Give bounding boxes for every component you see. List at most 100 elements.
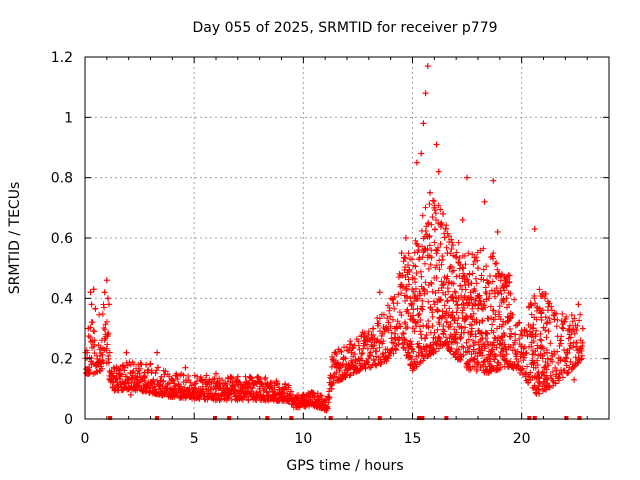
data-point — [419, 254, 426, 261]
data-point — [434, 244, 441, 251]
data-point — [399, 284, 406, 291]
data-point — [386, 307, 393, 314]
data-point — [446, 305, 453, 312]
data-point — [413, 270, 420, 277]
data-point — [185, 372, 192, 379]
data-point — [419, 351, 426, 358]
data-point — [258, 380, 265, 387]
data-point — [371, 342, 378, 349]
data-point — [412, 292, 419, 299]
data-point — [92, 305, 99, 312]
data-point — [91, 337, 98, 344]
data-point — [400, 330, 407, 337]
data-point — [433, 262, 440, 269]
data-point — [437, 240, 444, 247]
data-point — [103, 347, 110, 354]
data-point — [435, 345, 442, 352]
data-point — [434, 326, 441, 333]
data-point — [405, 250, 412, 257]
data-point — [105, 330, 112, 337]
data-point — [422, 335, 429, 342]
data-point — [150, 376, 157, 383]
data-point — [441, 328, 448, 335]
data-point — [103, 318, 110, 325]
data-point — [361, 330, 368, 337]
data-point — [412, 279, 419, 286]
data-point — [129, 369, 136, 376]
data-point — [402, 337, 409, 344]
data-point — [325, 388, 332, 395]
data-point — [428, 254, 435, 261]
data-point — [333, 369, 340, 376]
data-point — [419, 297, 426, 304]
data-point — [162, 368, 169, 375]
data-point — [385, 327, 392, 334]
data-point — [423, 332, 430, 339]
data-point — [384, 315, 391, 322]
data-point — [436, 266, 443, 273]
data-point — [415, 242, 422, 249]
data-point — [145, 366, 152, 373]
data-point — [285, 382, 292, 389]
data-point — [425, 318, 432, 325]
data-point — [88, 355, 95, 362]
data-point — [365, 328, 372, 335]
data-point — [317, 392, 324, 399]
data-point — [416, 344, 423, 351]
data-point — [234, 378, 241, 385]
data-point — [348, 341, 355, 348]
data-point — [449, 242, 456, 249]
data-point — [105, 355, 112, 362]
data-point — [435, 287, 442, 294]
data-point — [422, 260, 429, 267]
data-point — [96, 311, 103, 318]
data-point — [395, 341, 402, 348]
data-point — [421, 355, 428, 362]
data-point — [428, 280, 435, 287]
data-point — [347, 338, 354, 345]
data-point — [261, 376, 268, 383]
data-point — [359, 350, 366, 357]
data-point — [423, 343, 430, 350]
data-point — [209, 376, 216, 383]
data-point — [351, 351, 358, 358]
data-point — [444, 298, 451, 305]
data-point — [420, 286, 427, 293]
data-point — [170, 377, 177, 384]
data-point — [178, 383, 185, 390]
data-point — [448, 345, 455, 352]
data-point — [453, 309, 460, 316]
data-point — [356, 346, 363, 353]
data-point — [373, 353, 380, 360]
data-point — [418, 273, 425, 280]
data-point — [408, 301, 415, 308]
data-point — [401, 336, 408, 343]
data-point — [429, 313, 436, 320]
data-point — [262, 374, 269, 381]
data-point — [364, 358, 371, 365]
data-point — [437, 335, 444, 342]
data-point — [412, 285, 419, 292]
data-point — [355, 342, 362, 349]
data-point — [403, 285, 410, 292]
data-point — [434, 247, 441, 254]
data-point — [438, 221, 445, 228]
data-point — [362, 365, 369, 372]
data-point — [274, 380, 281, 387]
data-point — [429, 322, 436, 329]
data-point — [453, 249, 460, 256]
data-point — [427, 261, 434, 268]
data-point — [121, 367, 128, 374]
data-point — [415, 247, 422, 254]
data-point — [451, 316, 458, 323]
data-point — [105, 359, 112, 366]
data-point — [416, 310, 423, 317]
data-point — [91, 328, 98, 335]
data-point — [86, 364, 93, 371]
data-point — [441, 280, 448, 287]
data-point — [437, 206, 444, 213]
data-point — [228, 396, 235, 403]
data-point — [100, 301, 107, 308]
data-point — [160, 377, 167, 384]
data-point — [410, 306, 417, 313]
